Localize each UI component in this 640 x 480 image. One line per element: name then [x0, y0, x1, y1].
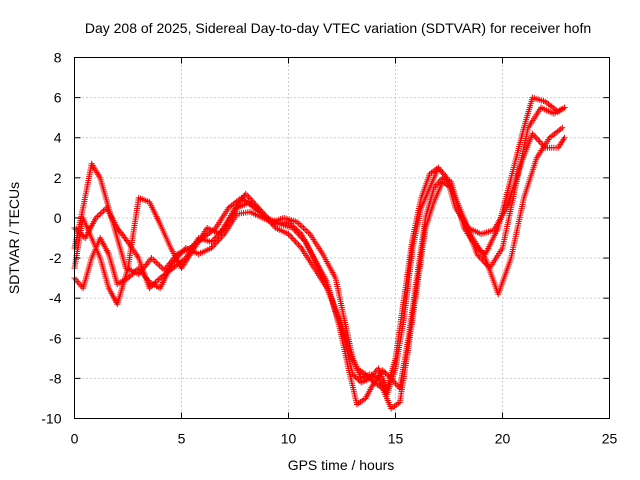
data-point-marker — [535, 136, 542, 143]
y-tick-label: 2 — [54, 170, 62, 186]
data-point-marker — [288, 234, 295, 241]
data-point-marker — [95, 212, 102, 219]
data-marks — [71, 94, 568, 412]
y-tick-label: -4 — [49, 290, 62, 306]
data-point-marker — [536, 138, 543, 145]
y-tick-label: -6 — [49, 330, 62, 346]
data-point-marker — [561, 134, 568, 141]
data-point-marker — [559, 124, 566, 131]
data-point-marker — [382, 370, 389, 377]
y-tick-label: 6 — [54, 90, 62, 106]
x-tick-label: 20 — [495, 431, 511, 447]
y-tick-label: -2 — [49, 250, 62, 266]
data-point-marker — [215, 237, 222, 244]
y-tick-label: 4 — [54, 130, 62, 146]
data-point-marker — [211, 241, 218, 248]
data-point-marker — [291, 237, 298, 244]
data-point-marker — [214, 238, 221, 245]
series-trace-3 — [71, 94, 568, 398]
data-point-marker — [352, 374, 359, 381]
y-tick-label: 8 — [54, 50, 62, 66]
data-point-marker — [295, 241, 302, 248]
data-point-marker — [386, 374, 393, 381]
data-point-marker — [368, 376, 375, 383]
plot-frame — [74, 57, 610, 419]
data-point-marker — [379, 367, 386, 374]
data-point-marker — [155, 276, 162, 283]
x-axis-label: GPS time / hours — [288, 457, 395, 473]
data-point-marker — [383, 371, 390, 378]
data-point-marker — [355, 376, 362, 383]
x-tick-label: 10 — [281, 431, 297, 447]
data-point-marker — [561, 104, 568, 111]
data-point-marker — [292, 238, 299, 245]
data-point-marker — [363, 372, 370, 379]
data-point-marker — [209, 237, 216, 244]
y-tick-label: 0 — [54, 210, 62, 226]
series-trace-2 — [71, 104, 568, 412]
series-trace-4 — [71, 124, 566, 392]
x-tick-label: 5 — [178, 431, 186, 447]
data-point-marker — [362, 371, 369, 378]
data-point-marker — [351, 372, 358, 379]
data-point-marker — [100, 207, 107, 214]
data-point-marker — [212, 240, 219, 247]
axis-ticks: 0 5 10 15 20 25 -10 -8 -6 -4 -2 0 2 4 6 8 — [41, 50, 617, 447]
x-tick-label: 15 — [388, 431, 404, 447]
y-tick-label: -10 — [41, 411, 61, 427]
data-point-marker — [385, 372, 392, 379]
data-point-marker — [365, 374, 372, 381]
y-axis-label: SDTVAR / TECUs — [6, 182, 22, 294]
x-tick-label: 0 — [71, 431, 79, 447]
data-point-marker — [294, 240, 301, 247]
chart-title: Day 208 of 2025, Sidereal Day-to-day VTE… — [85, 20, 591, 36]
data-point-marker — [381, 368, 388, 375]
grid-lines — [74, 57, 610, 419]
data-point-marker — [533, 135, 540, 142]
data-point-marker — [99, 209, 106, 216]
data-point-marker — [532, 133, 539, 140]
x-tick-label: 25 — [602, 431, 618, 447]
y-tick-label: -8 — [49, 370, 62, 386]
data-point-marker — [366, 375, 373, 382]
data-point-marker — [289, 235, 296, 242]
data-point-marker — [97, 210, 104, 217]
